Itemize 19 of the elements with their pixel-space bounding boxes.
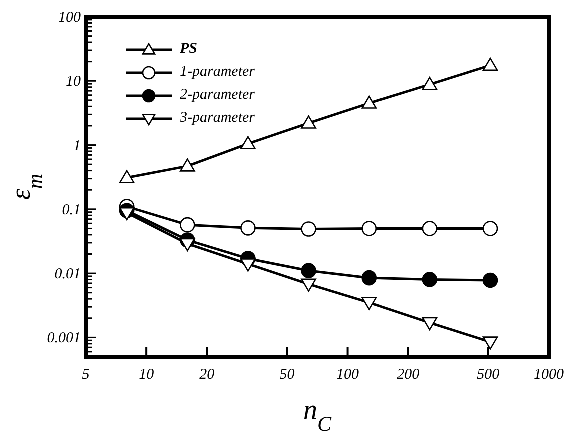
x-tick-label: 200 [397, 367, 420, 383]
y-tick-label: 10 [66, 74, 82, 90]
x-tick-label: 100 [336, 367, 360, 383]
x-tick-label: 20 [200, 367, 216, 383]
legend-label: 2-parameter [180, 87, 255, 104]
x-tick-label: 1000 [534, 367, 564, 383]
x-tick-label: 50 [280, 367, 296, 383]
legend-label: 1-parameter [180, 64, 255, 81]
y-tick-label: 0.1 [62, 202, 81, 218]
legend-label: 3-parameter [180, 110, 255, 127]
x-tick-label: 10 [139, 367, 155, 383]
legend-label: PS [180, 41, 198, 58]
y-tick-label: 0.001 [47, 330, 81, 347]
y-tick-label: 100 [58, 10, 82, 26]
x-tick-label: 5 [82, 367, 90, 383]
x-axis-title: n$_{C}$ [303, 395, 332, 436]
x-tick-label: 500 [477, 367, 500, 383]
y-tick-label: 0.01 [54, 266, 81, 283]
y-tick-label: 1 [74, 138, 81, 154]
